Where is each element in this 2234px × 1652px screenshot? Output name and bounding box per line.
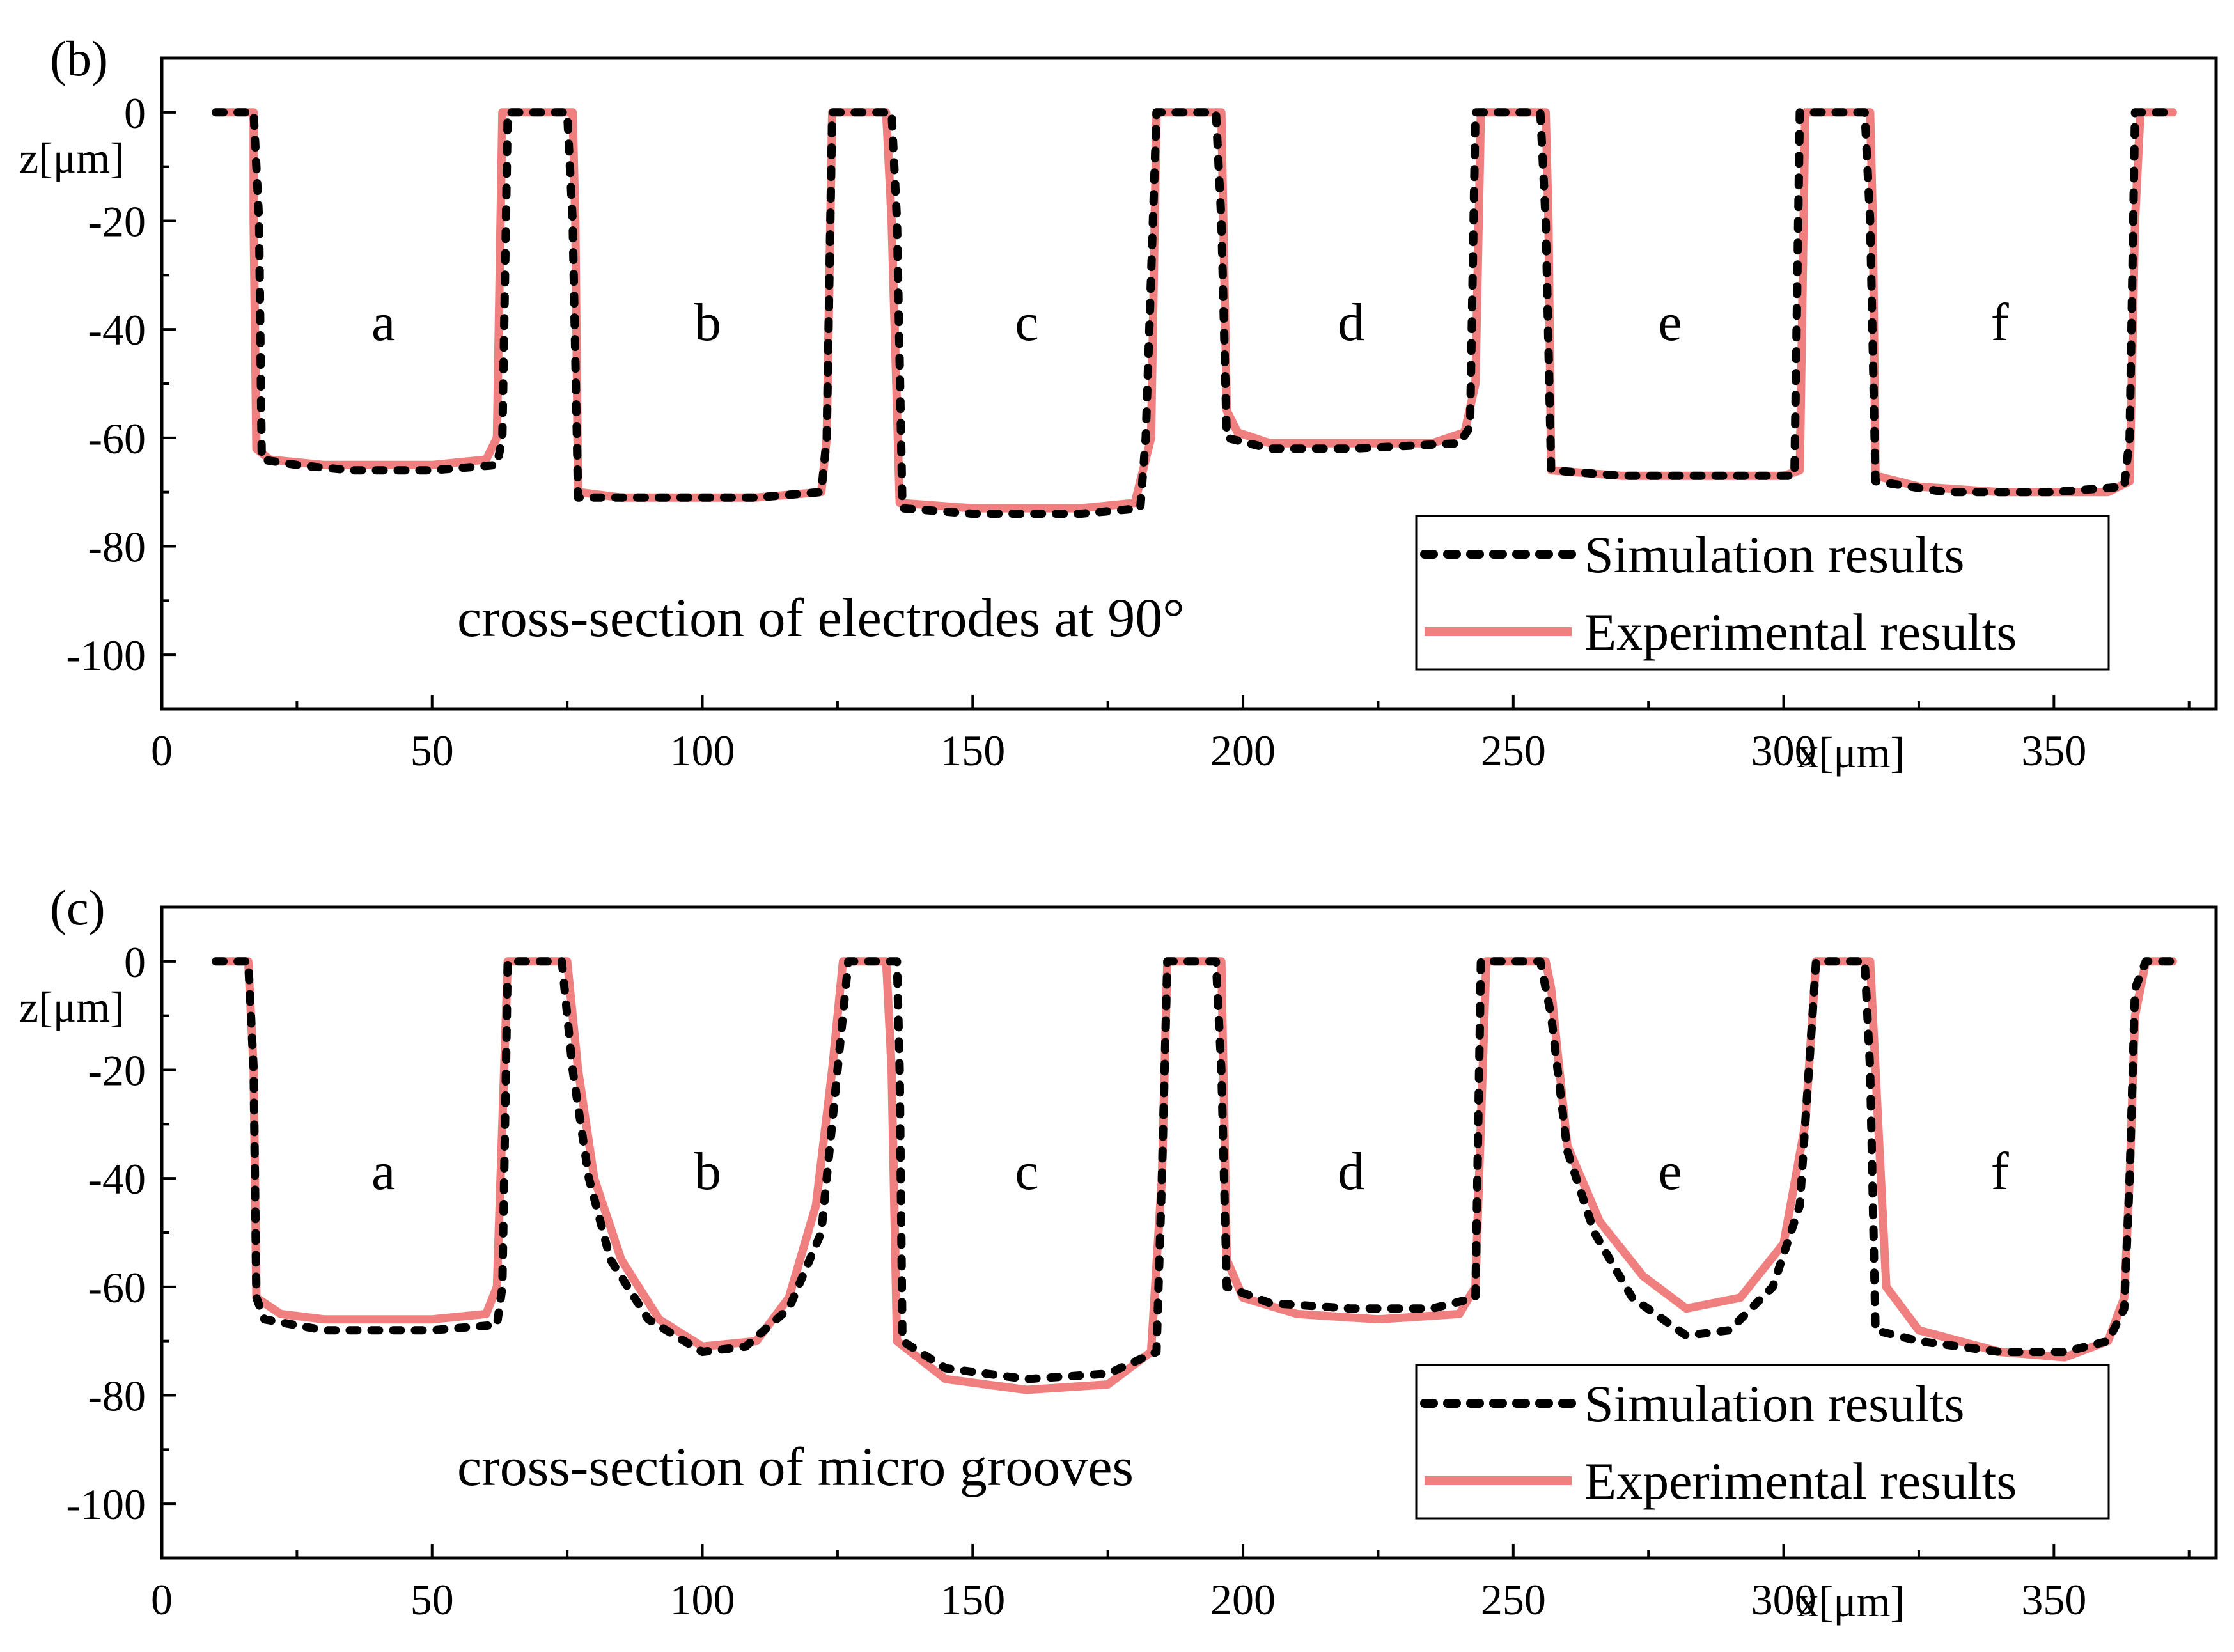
- x-tick-label: 300: [1751, 726, 1816, 775]
- y-tick-label: -80: [88, 1372, 146, 1421]
- series-line-simulation: [212, 957, 2177, 1383]
- chart-panel-b: (b) z[μm] x[μm] cross-section of electro…: [19, 31, 2218, 777]
- x-tick-label: 350: [2021, 1575, 2086, 1624]
- series-line-experimental: [212, 108, 2177, 513]
- region-label-a: a: [371, 293, 395, 352]
- x-tick-label: 300: [1751, 1575, 1816, 1624]
- y-tick-label: 0: [124, 938, 146, 986]
- panel-label: (c): [50, 880, 105, 935]
- region-label-e: e: [1658, 293, 1682, 352]
- region-label-f: f: [1991, 293, 2009, 352]
- y-tick-label: -40: [88, 306, 146, 354]
- region-label-a: a: [371, 1142, 395, 1201]
- region-label-b: b: [694, 1142, 721, 1201]
- annotation-text: cross-section of electrodes at 90°: [457, 587, 1185, 648]
- x-tick-label: 350: [2021, 726, 2086, 775]
- y-tick-label: -20: [88, 198, 146, 246]
- legend-label-experimental: Experimental results: [1584, 603, 2017, 661]
- x-tick-label: 200: [1210, 726, 1276, 775]
- x-tick-label: 150: [940, 1575, 1005, 1624]
- region-label-f: f: [1991, 1142, 2009, 1201]
- legend-label-experimental: Experimental results: [1584, 1452, 2017, 1510]
- y-tick-label: -80: [88, 523, 146, 572]
- legend: Simulation results Experimental results: [1415, 1364, 2110, 1520]
- legend-box: [1415, 515, 2110, 671]
- legend: Simulation results Experimental results: [1415, 515, 2110, 671]
- chart-panel-c: (c) z[μm] x[μm] cross-section of micro g…: [19, 880, 2218, 1626]
- y-axis-title: z[μm]: [19, 983, 125, 1031]
- y-tick-label: 0: [124, 89, 146, 137]
- region-label-e: e: [1658, 1142, 1682, 1201]
- panel-label: (b): [50, 31, 108, 86]
- x-axis-title: x[μm]: [1797, 728, 1905, 777]
- x-tick-label: 200: [1210, 1575, 1276, 1624]
- legend-label-simulation: Simulation results: [1584, 526, 1965, 584]
- region-label-d: d: [1338, 293, 1364, 352]
- y-tick-label: -40: [88, 1155, 146, 1203]
- x-tick-label: 0: [151, 1575, 173, 1624]
- x-tick-label: 150: [940, 726, 1005, 775]
- x-axis-title: x[μm]: [1797, 1577, 1905, 1626]
- series-line-experimental: [212, 957, 2177, 1394]
- x-tick-label: 50: [410, 1575, 454, 1624]
- y-tick-label: -20: [88, 1047, 146, 1095]
- legend-box: [1415, 1364, 2110, 1520]
- x-tick-label: 250: [1481, 726, 1546, 775]
- x-tick-label: 100: [670, 1575, 735, 1624]
- y-tick-label: -60: [88, 1263, 146, 1312]
- x-tick-label: 0: [151, 726, 173, 775]
- y-axis-title: z[μm]: [19, 134, 125, 182]
- region-label-d: d: [1338, 1142, 1364, 1201]
- y-tick-label: -60: [88, 414, 146, 463]
- region-label-c: c: [1015, 293, 1038, 352]
- legend-label-simulation: Simulation results: [1584, 1375, 1965, 1433]
- x-tick-label: 100: [670, 726, 735, 775]
- x-tick-label: 50: [410, 726, 454, 775]
- y-tick-label: -100: [66, 1480, 146, 1529]
- y-tick-label: -100: [66, 631, 146, 680]
- series-line-simulation: [212, 108, 2177, 518]
- annotation-text: cross-section of micro grooves: [457, 1436, 1134, 1497]
- x-tick-label: 250: [1481, 1575, 1546, 1624]
- region-label-b: b: [694, 293, 721, 352]
- region-label-c: c: [1015, 1142, 1038, 1201]
